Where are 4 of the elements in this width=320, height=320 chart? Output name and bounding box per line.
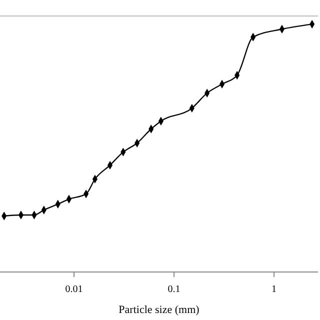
x-tick-label: 1 bbox=[272, 284, 277, 295]
x-axis-title: Particle size (mm) bbox=[118, 304, 200, 316]
x-tick-label: 0.1 bbox=[168, 284, 180, 295]
x-tick-label: 0.01 bbox=[65, 284, 83, 295]
